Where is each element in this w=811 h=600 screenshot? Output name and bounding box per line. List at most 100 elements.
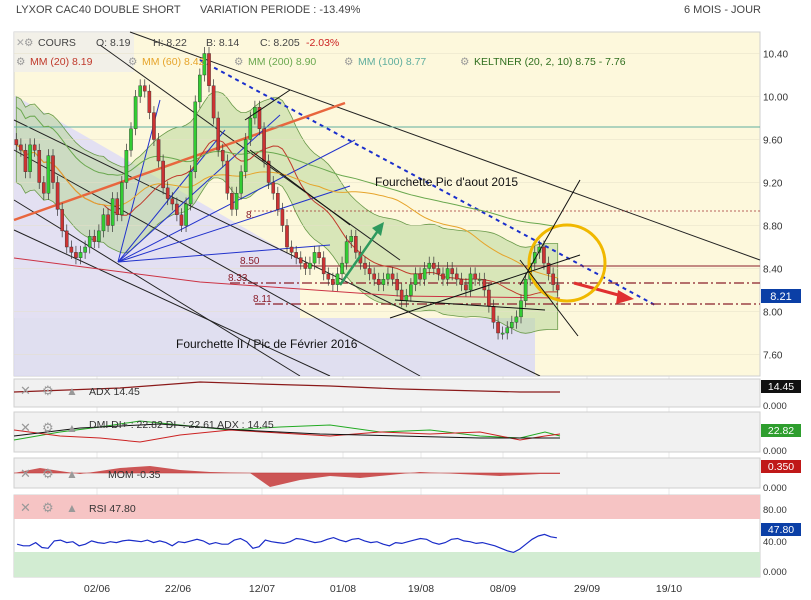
candle-body (170, 198, 175, 205)
mm60-gear-icon: ⚙ (128, 56, 137, 68)
candle-body (101, 214, 106, 232)
candle-body (450, 268, 454, 275)
candle-body (46, 155, 51, 194)
rsi-gear-icon[interactable]: ⚙ (42, 500, 54, 515)
candle-body (390, 273, 395, 280)
variation-label: VARIATION PERIODE : -13.49% (200, 4, 361, 16)
level-811-label: 8.11 (253, 294, 272, 305)
level-mid-label: 8. (246, 210, 254, 221)
dmi-up-icon[interactable]: ▲ (66, 421, 78, 435)
legend-mm60: MM (60) 8.42 (142, 56, 205, 68)
keltner-gear-icon: ⚙ (460, 56, 469, 68)
mm60-line (16, 144, 558, 279)
dmi-axis-zero: 0.000 (763, 446, 787, 457)
up-arrow-head (372, 222, 384, 236)
y-tick-label: 8.00 (763, 308, 783, 319)
adx-badge (761, 380, 801, 393)
candle-body (308, 262, 312, 269)
candle-body (51, 155, 55, 183)
candle-body (289, 246, 294, 253)
candle-body (542, 246, 546, 264)
legend: ✕ ⚙ COURS O: 8.19 H: 8.22 B: 8.14 C: 8.2… (16, 37, 626, 68)
y-tick-label: 7.60 (763, 351, 783, 362)
candle-body (97, 230, 101, 242)
legend-mm100: MM (100) 8.77 (358, 56, 426, 68)
mom-badge (761, 460, 801, 473)
candle-body (124, 150, 129, 183)
adx-axis-zero: 0.000 (763, 401, 787, 412)
candle-body (317, 252, 321, 258)
candle-body (216, 117, 220, 151)
rsi-line (16, 533, 557, 554)
candle-body (78, 252, 83, 258)
candle-body (487, 289, 491, 307)
candle-body (285, 225, 289, 248)
candle-body (161, 160, 165, 189)
mm100-gear-icon: ⚙ (344, 56, 353, 68)
adx-close-icon[interactable]: ✕ (20, 383, 31, 398)
rsi-label: RSI 47.80 (89, 503, 136, 515)
mom-gear-icon[interactable]: ⚙ (42, 466, 54, 481)
rsi-close-icon[interactable]: ✕ (20, 500, 31, 515)
x-tick-label: 08/09 (490, 583, 516, 595)
candle-body (133, 96, 138, 129)
mom-badge-value: 0.350 (768, 461, 794, 473)
mom-up-icon[interactable]: ▲ (66, 467, 78, 481)
candle-body (372, 273, 376, 280)
dmi-minus-line (13, 429, 561, 443)
candle-body (138, 85, 142, 97)
candle-body (110, 198, 115, 226)
candle-body (473, 273, 477, 280)
candle-body (92, 236, 97, 242)
candle-body (220, 150, 225, 162)
mm200-line (16, 106, 558, 228)
trend-orange (13, 101, 346, 222)
candle-body (399, 289, 404, 301)
candle-body (23, 150, 28, 172)
candle-body (363, 262, 367, 269)
candle-body (179, 214, 184, 226)
candle-body (340, 262, 344, 275)
fork-channel-zone (14, 318, 535, 376)
candle-body (514, 316, 519, 323)
dmi-close-icon[interactable]: ✕ (20, 420, 31, 435)
adx-gear-icon[interactable]: ⚙ (42, 383, 54, 398)
x-tick-label: 02/06 (84, 583, 110, 595)
mom-label: MOM -0.35 (108, 469, 161, 481)
rsi-badge (761, 523, 801, 536)
adx-up-icon[interactable]: ▲ (66, 384, 78, 398)
candle-body (326, 273, 331, 280)
rsi-axis-40: 40.00 (763, 537, 787, 548)
candle-body (510, 322, 514, 328)
candle-body (64, 230, 69, 248)
trend-dashed-blue (199, 59, 656, 306)
x-tick-label: 12/07 (249, 583, 275, 595)
candle-body (344, 241, 349, 264)
candle-body (537, 246, 542, 253)
x-tick-label: 22/06 (165, 583, 191, 595)
cours-gear-icon: ⚙ (24, 37, 33, 49)
legend-mm200: MM (200) 8.90 (248, 56, 316, 68)
mom-area (14, 466, 560, 487)
dmi-gear-icon[interactable]: ⚙ (42, 420, 54, 435)
candle-body (505, 327, 510, 334)
candle-body (175, 203, 179, 215)
candle-body (271, 182, 276, 194)
period-label: 6 MOIS - JOUR (683, 4, 761, 16)
cours-label: COURS (38, 37, 76, 49)
candle-body (207, 53, 211, 86)
candle-body (294, 252, 298, 258)
candle-body (386, 273, 390, 280)
legend-bg (14, 32, 134, 72)
candle-body (276, 193, 280, 210)
legend-mm20: MM (20) 8.19 (30, 56, 93, 68)
fork-lower-line-1 (13, 119, 541, 377)
candle-body (477, 279, 482, 281)
rsi-up-icon[interactable]: ▲ (66, 501, 78, 515)
mom-close-icon[interactable]: ✕ (20, 466, 31, 481)
y-tick-label: 9.20 (763, 179, 783, 190)
candle-body (120, 182, 124, 215)
candle-body (532, 252, 537, 264)
legend-o: O: 8.19 (96, 37, 131, 49)
